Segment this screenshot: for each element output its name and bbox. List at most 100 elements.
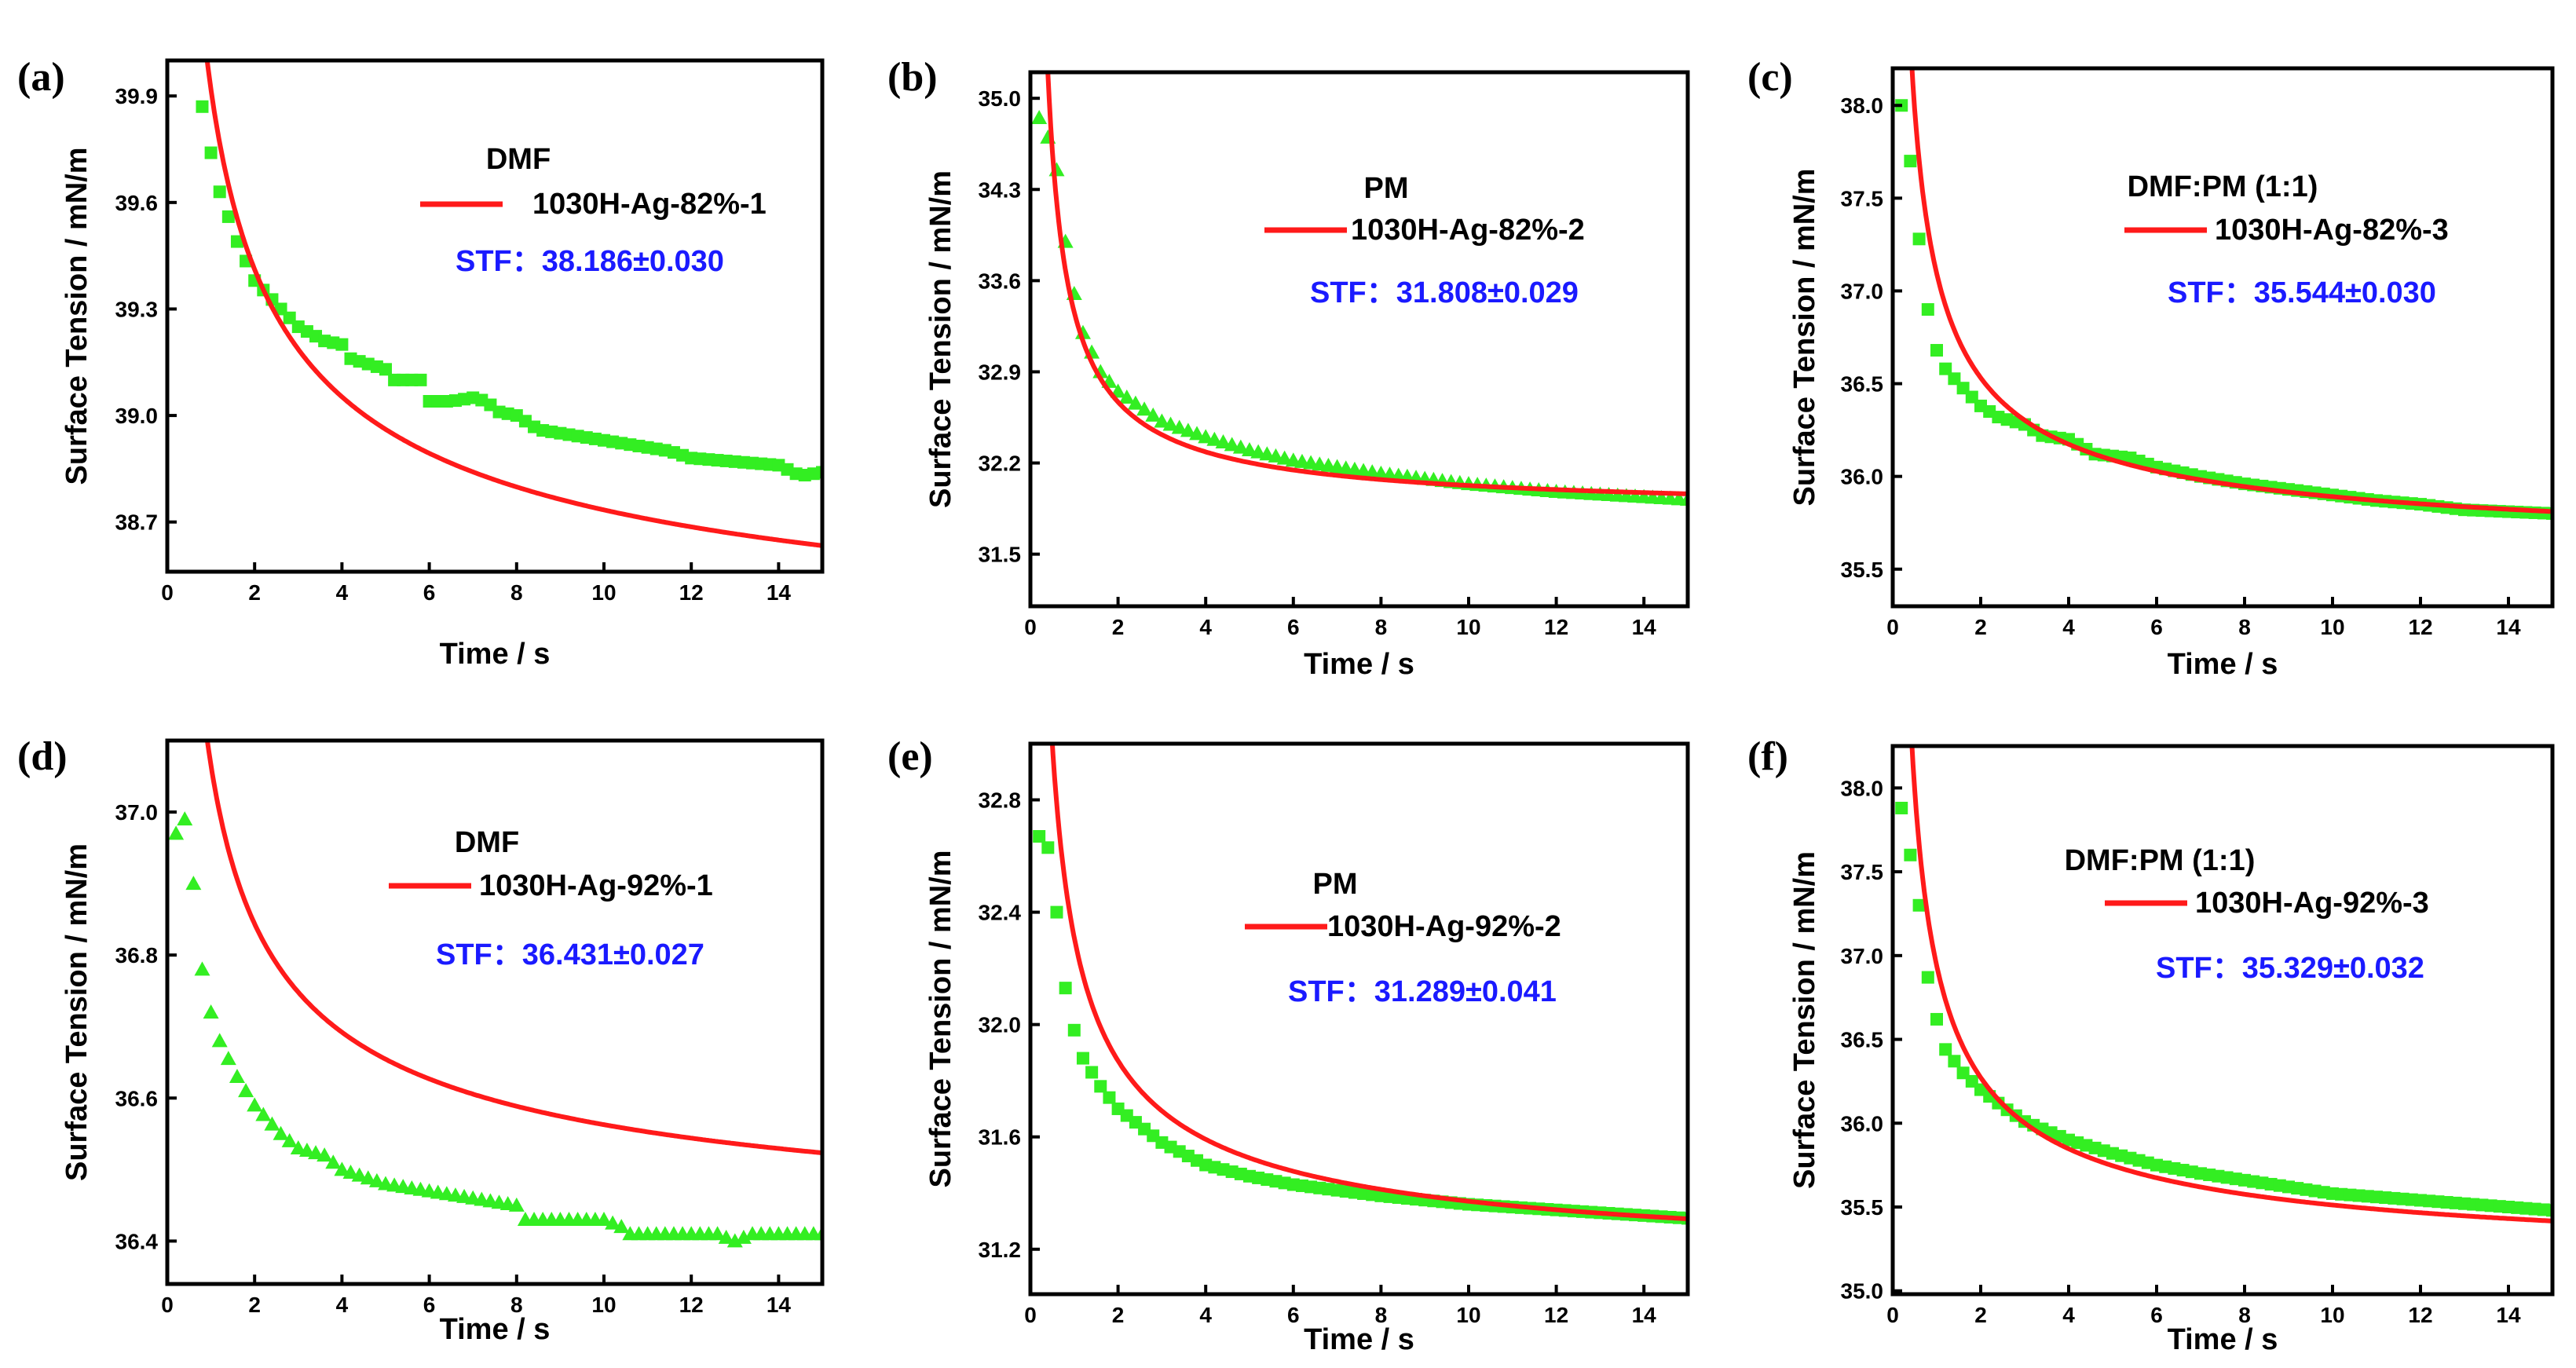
data-point bbox=[414, 373, 427, 386]
x-tick-label: 10 bbox=[2320, 615, 2344, 639]
y-tick-label: 32.0 bbox=[979, 1013, 1022, 1037]
legend-label: 1030H-Ag-82%-3 bbox=[2215, 214, 2449, 247]
data-point bbox=[726, 1233, 743, 1248]
y-tick-label: 38.0 bbox=[1841, 93, 1884, 118]
x-tick-label: 6 bbox=[1287, 615, 1300, 639]
data-points bbox=[168, 811, 822, 1248]
data-point bbox=[220, 1051, 236, 1066]
fit-curve bbox=[1045, 72, 1688, 496]
data-point bbox=[1268, 448, 1284, 463]
data-point bbox=[1050, 905, 1063, 919]
data-point bbox=[168, 825, 185, 840]
y-tick-label: 33.6 bbox=[979, 269, 1022, 293]
data-point bbox=[1939, 362, 1952, 375]
data-points bbox=[196, 100, 822, 482]
data-point bbox=[177, 811, 193, 826]
x-tick-label: 0 bbox=[1024, 1303, 1037, 1327]
y-tick-label: 35.5 bbox=[1841, 558, 1884, 582]
x-tick-label: 0 bbox=[1024, 615, 1037, 639]
data-point bbox=[1127, 395, 1143, 410]
data-point bbox=[1189, 426, 1206, 441]
y-tick-label: 39.6 bbox=[115, 191, 159, 215]
fit-curve bbox=[1049, 744, 1688, 1222]
fit-curve bbox=[204, 741, 822, 1156]
y-tick-label: 36.4 bbox=[115, 1229, 159, 1253]
stf-label: STF：36.431±0.027 bbox=[436, 938, 704, 971]
y-tick-label: 32.4 bbox=[979, 901, 1022, 925]
data-point bbox=[613, 1219, 630, 1234]
data-point bbox=[273, 1125, 289, 1140]
panel-letter: (b) bbox=[887, 55, 938, 100]
panel-letter: (f) bbox=[1747, 734, 1788, 779]
x-tick-label: 12 bbox=[1544, 1303, 1568, 1327]
data-point bbox=[1118, 389, 1135, 404]
data-point bbox=[255, 1106, 272, 1121]
data-point bbox=[1145, 407, 1162, 422]
chart-panel-a: (a) 0 2 4 6 8 10 12 14 38.7 39.0 39.3 39.6 39.9 Time /… bbox=[17, 55, 825, 671]
x-tick-label: 6 bbox=[1287, 1303, 1300, 1327]
y-tick-label: 36.8 bbox=[115, 943, 159, 967]
x-tick-label: 0 bbox=[1886, 1303, 1899, 1327]
chart-panel-f: (f) 0 2 4 6 8 10 12 14 35.0 35.5 36.0 36.5 37.0 37.5 38… bbox=[1747, 734, 2555, 1356]
x-tick-label: 8 bbox=[1375, 615, 1388, 639]
x-tick-label: 2 bbox=[1974, 615, 1987, 639]
y-tick-label: 36.6 bbox=[115, 1086, 159, 1110]
data-point bbox=[335, 338, 349, 351]
y-tick-label: 34.3 bbox=[979, 177, 1022, 202]
y-tick-label: 37.0 bbox=[1841, 944, 1884, 968]
x-tick-label: 2 bbox=[1112, 1303, 1125, 1327]
data-point bbox=[1059, 982, 1072, 995]
data-point bbox=[1224, 437, 1240, 452]
data-point bbox=[2546, 1204, 2552, 1217]
data-point bbox=[264, 1116, 280, 1131]
solvent-label: DMF bbox=[455, 826, 519, 859]
data-point bbox=[221, 210, 235, 223]
y-tick-label: 37.5 bbox=[1841, 186, 1884, 210]
data-point bbox=[334, 1161, 350, 1176]
panel-letter: (c) bbox=[1747, 55, 1793, 100]
x-tick-label: 4 bbox=[1199, 1303, 1212, 1327]
data-point bbox=[1206, 431, 1223, 446]
data-point bbox=[185, 876, 202, 891]
data-point bbox=[379, 363, 392, 376]
x-tick-label: 14 bbox=[767, 580, 792, 605]
data-point bbox=[1094, 1080, 1107, 1093]
data-point bbox=[342, 1164, 359, 1179]
x-tick-label: 0 bbox=[1886, 615, 1899, 639]
y-axis-title: Surface Tension / mN/m bbox=[1788, 851, 1821, 1189]
y-tick-label: 36.5 bbox=[1841, 1028, 1884, 1052]
data-point bbox=[1912, 898, 1926, 912]
x-tick-label: 2 bbox=[248, 1293, 261, 1317]
x-tick-label: 4 bbox=[2062, 615, 2075, 639]
legend-label: 1030H-Ag-92%-3 bbox=[2195, 887, 2429, 920]
data-point bbox=[1103, 1091, 1116, 1104]
x-tick-label: 10 bbox=[1456, 615, 1480, 639]
chart-panel-d: (d) 0 2 4 6 8 10 12 14 36.4 36.6 36.8 37.0 Time / s Su… bbox=[17, 734, 825, 1346]
y-tick-label: 31.6 bbox=[979, 1125, 1022, 1150]
data-point bbox=[1067, 1023, 1081, 1037]
panel-letter: (d) bbox=[17, 734, 68, 779]
y-tick-label: 38.7 bbox=[115, 510, 159, 535]
data-point bbox=[281, 1132, 298, 1147]
plot-frame bbox=[165, 58, 825, 574]
data-point bbox=[1921, 303, 1934, 316]
x-axis-title: Time / s bbox=[1304, 648, 1414, 681]
x-tick-label: 8 bbox=[1375, 1303, 1388, 1327]
x-tick-label: 12 bbox=[679, 1293, 704, 1317]
x-tick-label: 12 bbox=[1544, 615, 1568, 639]
x-axis-title: Time / s bbox=[2168, 648, 2278, 681]
stf-label: STF：31.289±0.041 bbox=[1288, 975, 1557, 1008]
data-point bbox=[196, 100, 209, 113]
y-tick-label: 39.3 bbox=[115, 297, 159, 321]
x-tick-label: 4 bbox=[336, 580, 349, 605]
x-tick-label: 0 bbox=[161, 1293, 174, 1317]
y-tick-label: 38.0 bbox=[1841, 776, 1884, 800]
x-tick-label: 10 bbox=[2320, 1303, 2344, 1327]
data-point bbox=[1948, 1055, 1961, 1068]
x-tick-label: 10 bbox=[1456, 1303, 1480, 1327]
y-tick-label: 31.2 bbox=[979, 1238, 1022, 1262]
data-points bbox=[1895, 801, 2552, 1217]
plot-frame bbox=[1890, 66, 2555, 609]
data-point bbox=[194, 961, 210, 976]
y-tick-label: 37.0 bbox=[1841, 279, 1884, 303]
